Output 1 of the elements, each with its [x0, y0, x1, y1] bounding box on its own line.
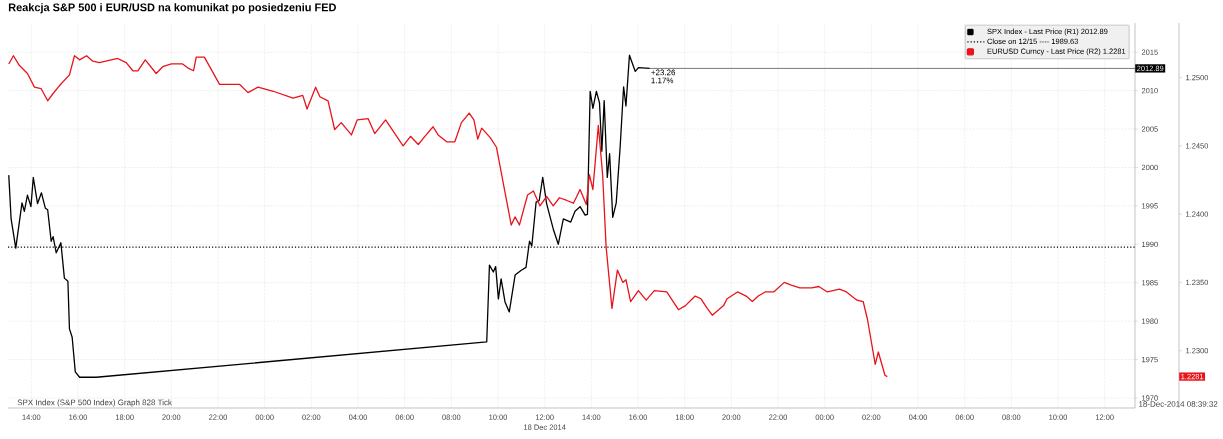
chart-title: Reakcja S&P 500 i EUR/USD na komunikat po posiedzeniu FED [8, 3, 336, 14]
